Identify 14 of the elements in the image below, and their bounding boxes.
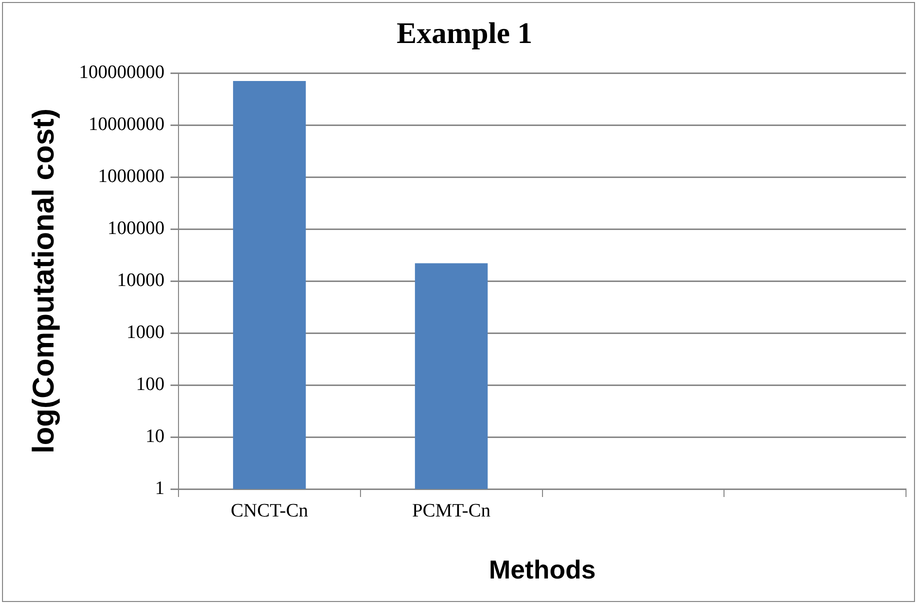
y-tick-label: 10000000 xyxy=(88,114,164,135)
y-tick-label: 1000000 xyxy=(98,166,164,187)
x-tick-label: PCMT-Cn xyxy=(412,500,492,522)
y-tick-label: 10000 xyxy=(117,270,164,291)
x-tick-label: CNCT-Cn xyxy=(230,500,309,522)
y-tick-label: 1 xyxy=(155,478,164,499)
chart-title: Example 1 xyxy=(396,16,532,50)
y-tick-label: 1000 xyxy=(126,322,164,343)
y-tick-label: 100000 xyxy=(108,218,164,239)
x-axis-title: Methods xyxy=(488,554,596,585)
y-tick-label: 100000000 xyxy=(79,62,164,83)
y-tick-label: 100 xyxy=(136,374,164,395)
y-tick-label: 10 xyxy=(146,426,164,447)
y-axis-title: log(Computational cost) xyxy=(27,108,60,454)
